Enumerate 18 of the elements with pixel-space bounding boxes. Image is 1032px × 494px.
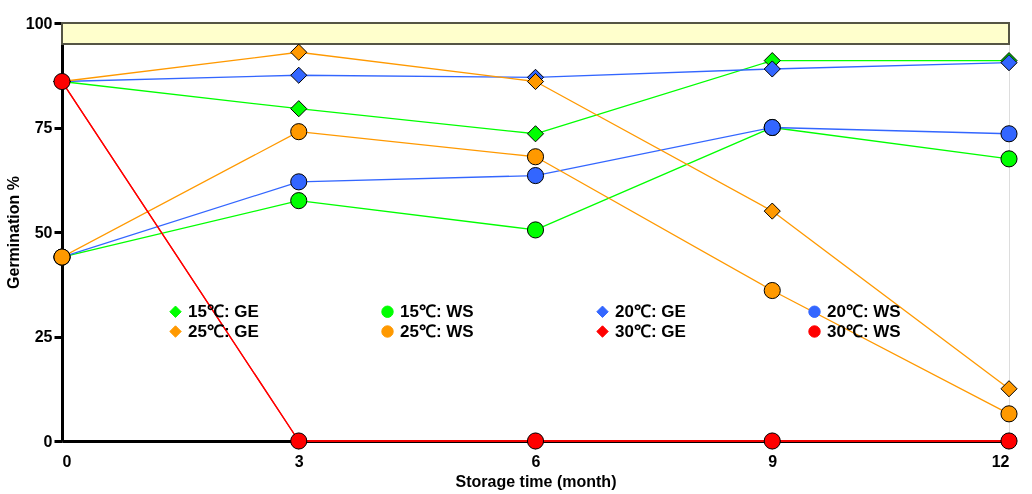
legend-label: 20℃: GE (615, 301, 686, 321)
legend-label: 30℃: GE (615, 321, 686, 341)
y-tick-label: 100 (25, 14, 53, 32)
x-tick-label: 3 (294, 452, 304, 470)
legend-label: 20℃: WS (827, 301, 901, 321)
legend-label: 25℃: GE (188, 321, 259, 341)
legend-label: 15℃: WS (400, 301, 474, 321)
x-tick-label: 12 (991, 452, 1010, 470)
x-axis-title: Storage time (month) (455, 472, 617, 490)
y-tick-label: 25 (34, 328, 53, 345)
y-tick-label: 0 (43, 432, 53, 450)
x-tick-label: 9 (768, 452, 778, 470)
y-tick-label: 75 (34, 119, 53, 136)
y-axis-title: Germination % (4, 176, 22, 289)
y-tick-label: 50 (34, 223, 53, 241)
legend-label: 25℃: WS (400, 321, 474, 341)
x-tick-label: 0 (62, 452, 72, 470)
x-tick-label: 6 (531, 452, 541, 470)
